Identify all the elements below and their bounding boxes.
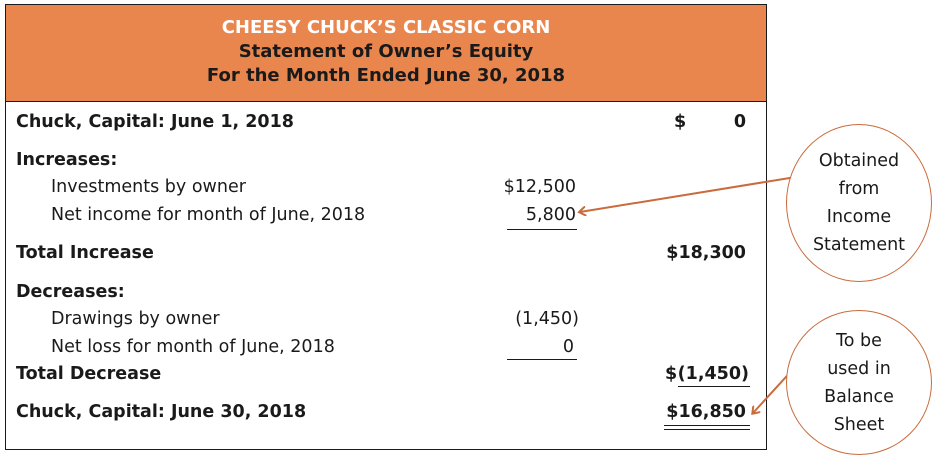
statement-title: Statement of Owner’s Equity xyxy=(238,41,534,62)
net-income-value: 5,800 xyxy=(525,205,576,225)
statement-of-owners-equity: CHEESY CHUCK’S CLASSIC CORN Statement of… xyxy=(5,4,767,450)
opening-capital-label: Chuck, Capital: June 1, 2018 xyxy=(16,112,294,132)
closing-capital-value: $16,850 xyxy=(666,402,746,422)
investments-value: $12,500 xyxy=(503,177,576,197)
closing-double-underline-bottom xyxy=(664,429,750,430)
total-decrease-value: (1,450) xyxy=(677,364,749,384)
net-income-underline xyxy=(507,229,577,230)
callout-line: used in xyxy=(827,358,891,379)
callout-line: Statement xyxy=(812,235,906,255)
drawings-label: Drawings by owner xyxy=(51,309,220,329)
total-increase-label: Total Increase xyxy=(16,243,154,263)
net-loss-underline xyxy=(507,359,577,360)
decreases-label: Decreases: xyxy=(16,282,125,302)
total-decrease-currency: $ xyxy=(665,364,678,384)
income-statement-callout: Obtained from Income Statement xyxy=(786,124,932,282)
net-loss-label: Net loss for month of June, 2018 xyxy=(51,337,335,357)
callout-line: Sheet xyxy=(833,414,885,435)
net-income-label: Net income for month of June, 2018 xyxy=(51,205,366,225)
balance-sheet-callout: To be used in Balance Sheet xyxy=(786,310,932,455)
callout-line: Balance xyxy=(824,386,894,407)
closing-double-underline-top xyxy=(664,425,750,426)
total-decrease-underline xyxy=(678,386,750,387)
income-statement-arrow xyxy=(580,175,803,212)
total-increase-value: $18,300 xyxy=(666,243,746,263)
opening-capital-currency: $ xyxy=(674,112,687,132)
callout-line: To be xyxy=(836,330,882,351)
callout-line: from xyxy=(838,179,880,199)
statement-header: CHEESY CHUCK’S CLASSIC CORN Statement of… xyxy=(6,5,766,102)
callout-line: Obtained xyxy=(818,151,900,171)
total-decrease-label: Total Decrease xyxy=(16,364,162,384)
callout-line: Income xyxy=(826,207,892,227)
closing-capital-label: Chuck, Capital: June 30, 2018 xyxy=(16,402,307,422)
increases-label: Increases: xyxy=(16,150,118,170)
company-name: CHEESY CHUCK’S CLASSIC CORN xyxy=(221,17,551,38)
investments-label: Investments by owner xyxy=(51,177,246,197)
statement-period: For the Month Ended June 30, 2018 xyxy=(206,65,566,86)
net-loss-value: 0 xyxy=(562,337,574,357)
opening-capital-value: 0 xyxy=(733,112,746,132)
drawings-value: (1,450) xyxy=(515,309,579,329)
